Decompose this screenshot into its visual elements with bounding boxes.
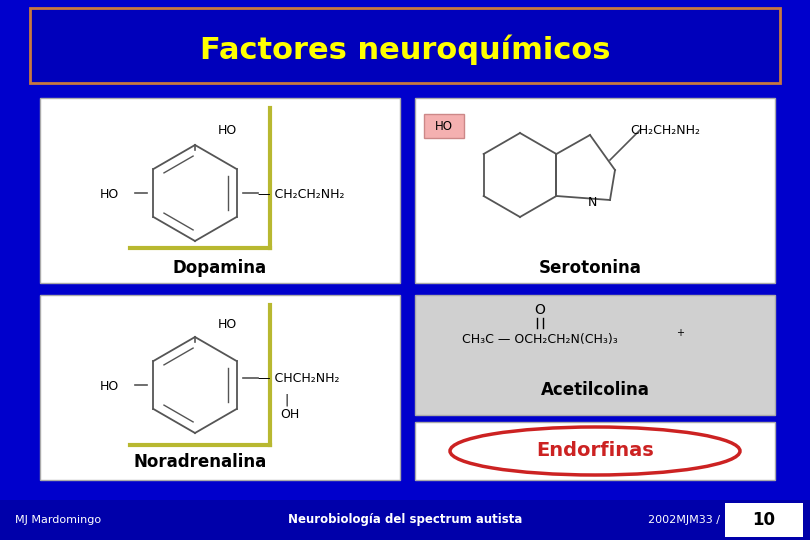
Text: +: +: [676, 328, 684, 338]
Text: HO: HO: [218, 124, 237, 137]
Text: Acetilcolina: Acetilcolina: [540, 381, 650, 399]
Text: OH: OH: [280, 408, 299, 422]
FancyBboxPatch shape: [415, 422, 775, 480]
Text: N: N: [587, 197, 597, 210]
FancyBboxPatch shape: [40, 98, 400, 283]
Text: HO: HO: [435, 119, 453, 132]
Text: HO: HO: [100, 188, 119, 201]
FancyBboxPatch shape: [40, 295, 400, 480]
Text: 10: 10: [752, 511, 775, 529]
Text: 2002MJM33 /: 2002MJM33 /: [648, 515, 720, 525]
Text: CH₃C — OCH₂CH₂N(CH₃)₃: CH₃C — OCH₂CH₂N(CH₃)₃: [463, 334, 618, 347]
Text: O: O: [535, 303, 545, 317]
Text: Factores neuroquímicos: Factores neuroquímicos: [200, 35, 610, 65]
Text: Neurobiología del spectrum autista: Neurobiología del spectrum autista: [288, 514, 522, 526]
Text: Noradrenalina: Noradrenalina: [134, 453, 266, 471]
Text: Dopamina: Dopamina: [173, 259, 267, 277]
FancyBboxPatch shape: [415, 295, 775, 415]
Bar: [725, 503, 803, 537]
Text: |: |: [284, 394, 288, 407]
FancyBboxPatch shape: [30, 8, 780, 83]
FancyBboxPatch shape: [415, 98, 775, 283]
Ellipse shape: [450, 427, 740, 475]
Bar: [0, 500, 810, 540]
Text: CH₂CH₂NH₂: CH₂CH₂NH₂: [630, 124, 700, 137]
FancyBboxPatch shape: [424, 114, 464, 138]
Text: HO: HO: [218, 319, 237, 332]
Text: Endorfinas: Endorfinas: [536, 442, 654, 461]
Text: HO: HO: [100, 380, 119, 393]
Text: — CHCH₂NH₂: — CHCH₂NH₂: [258, 372, 339, 384]
Text: — CH₂CH₂NH₂: — CH₂CH₂NH₂: [258, 188, 344, 201]
Text: MJ Mardomingo: MJ Mardomingo: [15, 515, 101, 525]
Text: Serotonina: Serotonina: [539, 259, 642, 277]
